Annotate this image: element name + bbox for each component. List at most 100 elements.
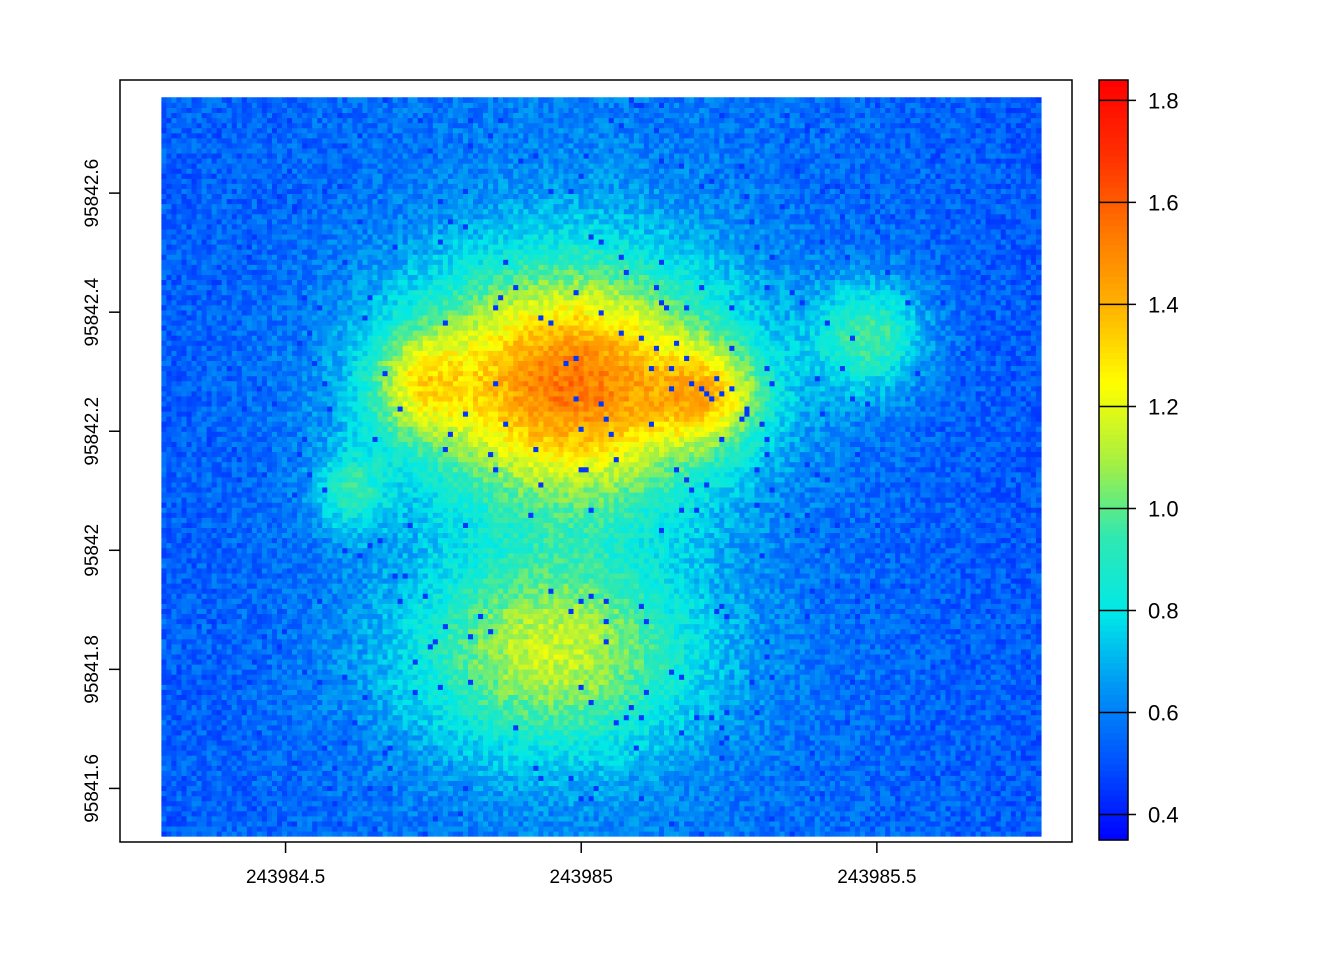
- raster-cell: [161, 750, 168, 756]
- raster-cell: [357, 704, 364, 711]
- raster-cell: [880, 719, 886, 726]
- raster-cell: [427, 724, 434, 731]
- raster-cell: [513, 830, 519, 837]
- raster-cell: [613, 795, 620, 802]
- raster-cell: [658, 780, 665, 787]
- raster-cell: [860, 709, 866, 716]
- raster-cell: [367, 755, 374, 761]
- raster-cell: [684, 714, 690, 721]
- raster-cell: [965, 820, 972, 827]
- raster-cell: [910, 734, 916, 741]
- raster-cell: [402, 780, 409, 787]
- raster-cell: [789, 815, 796, 822]
- raster-cell: [573, 704, 580, 711]
- raster-cell: [905, 694, 911, 701]
- raster-cell: [196, 739, 203, 746]
- raster-cell: [940, 724, 947, 731]
- raster-cell: [473, 765, 479, 771]
- raster-cell: [367, 770, 374, 776]
- raster-cell: [457, 760, 464, 766]
- raster-cell: [910, 805, 916, 812]
- raster-cell: [397, 734, 404, 741]
- raster-cell: [473, 770, 479, 776]
- raster-cell: [276, 689, 283, 695]
- raster-cell: [804, 760, 811, 766]
- raster-cell: [397, 800, 404, 807]
- raster-cell: [684, 810, 690, 817]
- raster-cell: [940, 825, 947, 832]
- raster-cell: [518, 694, 524, 701]
- raster-cell: [839, 734, 846, 741]
- raster-cell: [206, 709, 213, 716]
- raster-cell: [392, 825, 399, 832]
- raster-cell: [457, 739, 464, 746]
- raster-cell: [709, 694, 715, 701]
- raster-cell: [950, 714, 957, 721]
- raster-cell: [920, 800, 926, 807]
- raster-cell: [970, 785, 977, 792]
- raster-cell: [241, 699, 248, 706]
- raster-cell: [1000, 800, 1007, 807]
- raster-cell: [241, 820, 248, 827]
- raster-cell: [799, 825, 806, 832]
- raster-cell: [206, 785, 213, 792]
- raster-cell: [809, 820, 816, 827]
- raster-cell: [563, 755, 570, 761]
- raster-cell: [880, 755, 886, 761]
- raster-cell: [498, 765, 504, 771]
- raster-cell: [854, 694, 861, 701]
- raster-cell: [648, 780, 655, 787]
- raster-cell: [689, 810, 695, 817]
- raster-cell: [865, 744, 871, 751]
- raster-cell: [387, 820, 394, 827]
- raster-cell: [930, 714, 937, 721]
- raster-cell: [543, 815, 549, 822]
- raster-cell: [980, 739, 987, 746]
- raster-cell: [457, 815, 464, 822]
- raster-cell: [508, 830, 514, 837]
- raster-cell: [895, 755, 901, 761]
- raster-cell: [618, 734, 625, 741]
- raster-cell: [809, 704, 816, 711]
- raster-cell: [196, 790, 203, 797]
- raster-cell: [694, 795, 700, 802]
- raster-cell: [749, 825, 756, 832]
- raster-cell: [829, 780, 836, 787]
- raster-cell: [568, 775, 575, 781]
- raster-cell: [377, 734, 384, 741]
- raster-cell: [613, 800, 620, 807]
- raster-cell: [488, 729, 494, 736]
- raster-cell: [276, 755, 283, 761]
- raster-cell: [211, 815, 218, 822]
- raster-cell: [844, 790, 851, 797]
- raster-cell: [161, 744, 168, 751]
- raster-cell: [367, 825, 374, 832]
- raster-cell: [467, 719, 474, 726]
- raster-cell: [332, 699, 338, 706]
- raster-cell: [382, 694, 389, 701]
- raster-cell: [664, 750, 670, 756]
- raster-cell: [1010, 800, 1017, 807]
- raster-cell: [875, 744, 881, 751]
- raster-cell: [216, 724, 223, 731]
- raster-cell: [543, 790, 549, 797]
- raster-cell: [915, 820, 921, 827]
- raster-cell: [442, 830, 449, 837]
- raster-cell: [256, 795, 263, 802]
- raster-cell: [714, 714, 720, 721]
- raster-cell: [191, 805, 198, 812]
- raster-cell: [282, 820, 288, 827]
- raster-cell: [387, 770, 394, 776]
- raster-cell: [186, 729, 193, 736]
- raster-cell: [447, 719, 454, 726]
- raster-cell: [221, 830, 228, 837]
- raster-cell: [503, 765, 509, 771]
- raster-cell: [593, 750, 600, 756]
- raster-cell: [447, 810, 454, 817]
- raster-cell: [483, 825, 489, 832]
- raster-cell: [865, 704, 871, 711]
- raster-cell: [518, 709, 524, 716]
- raster-cell: [679, 790, 685, 797]
- raster-cell: [739, 815, 746, 822]
- raster-cell: [171, 775, 178, 781]
